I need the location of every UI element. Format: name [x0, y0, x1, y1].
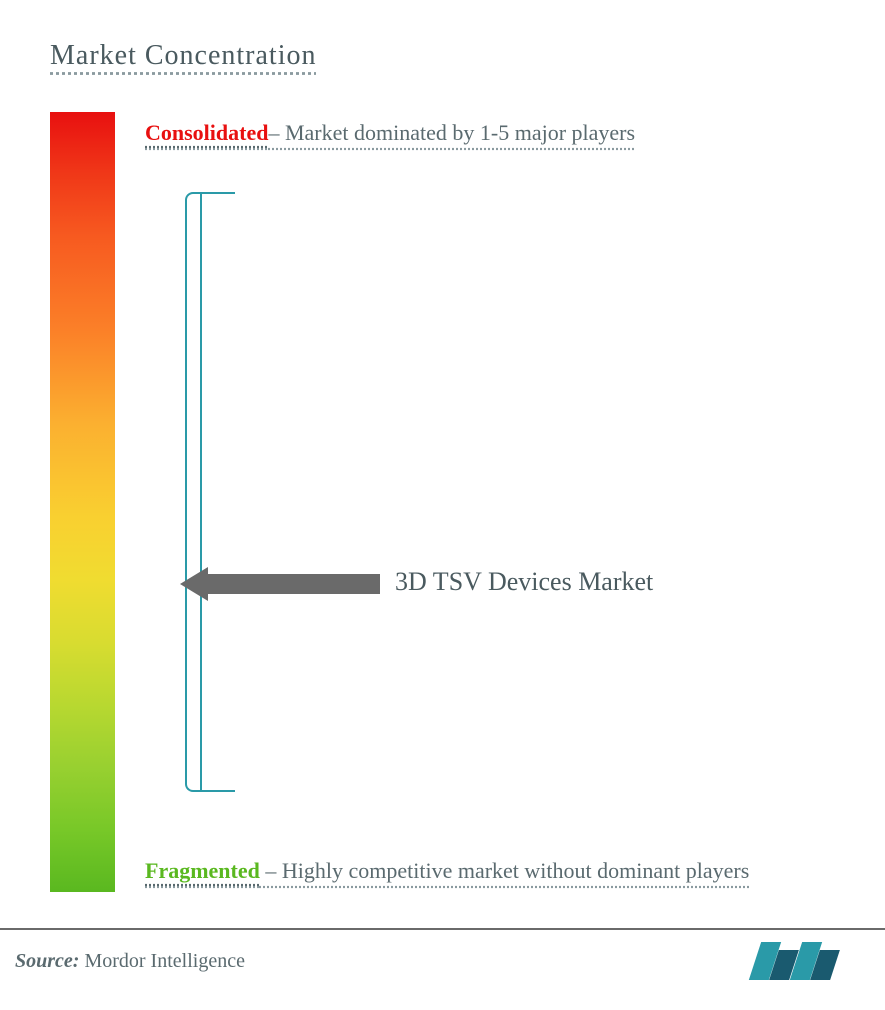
content-area: Consolidated– Market dominated by 1-5 ma… — [50, 112, 835, 892]
mordor-logo-icon — [755, 942, 835, 980]
source-text: Source: Mordor Intelligence — [15, 950, 245, 973]
consolidated-desc: – Market dominated by 1-5 major players — [268, 120, 635, 145]
consolidated-label: Consolidated– Market dominated by 1-5 ma… — [145, 112, 835, 154]
pointer-arrow — [180, 567, 380, 601]
fragmented-desc: – Highly competitive market without domi… — [260, 858, 749, 883]
arrow-shaft — [208, 574, 380, 594]
range-bracket-inner — [200, 192, 230, 792]
labels-area: Consolidated– Market dominated by 1-5 ma… — [145, 112, 835, 892]
fragmented-label: Fragmented – Highly competitive market w… — [145, 850, 749, 892]
concentration-gradient-bar — [50, 112, 115, 892]
infographic-container: Market Concentration Consolidated– Marke… — [0, 0, 885, 1010]
market-name-label: 3D TSV Devices Market — [395, 567, 653, 597]
arrow-head-icon — [180, 567, 208, 601]
consolidated-keyword: Consolidated — [145, 120, 268, 145]
source-label: Source: — [15, 950, 79, 972]
page-title: Market Concentration — [50, 40, 835, 72]
source-name: Mordor Intelligence — [79, 950, 245, 972]
footer: Source: Mordor Intelligence — [0, 928, 885, 980]
fragmented-keyword: Fragmented — [145, 858, 260, 883]
